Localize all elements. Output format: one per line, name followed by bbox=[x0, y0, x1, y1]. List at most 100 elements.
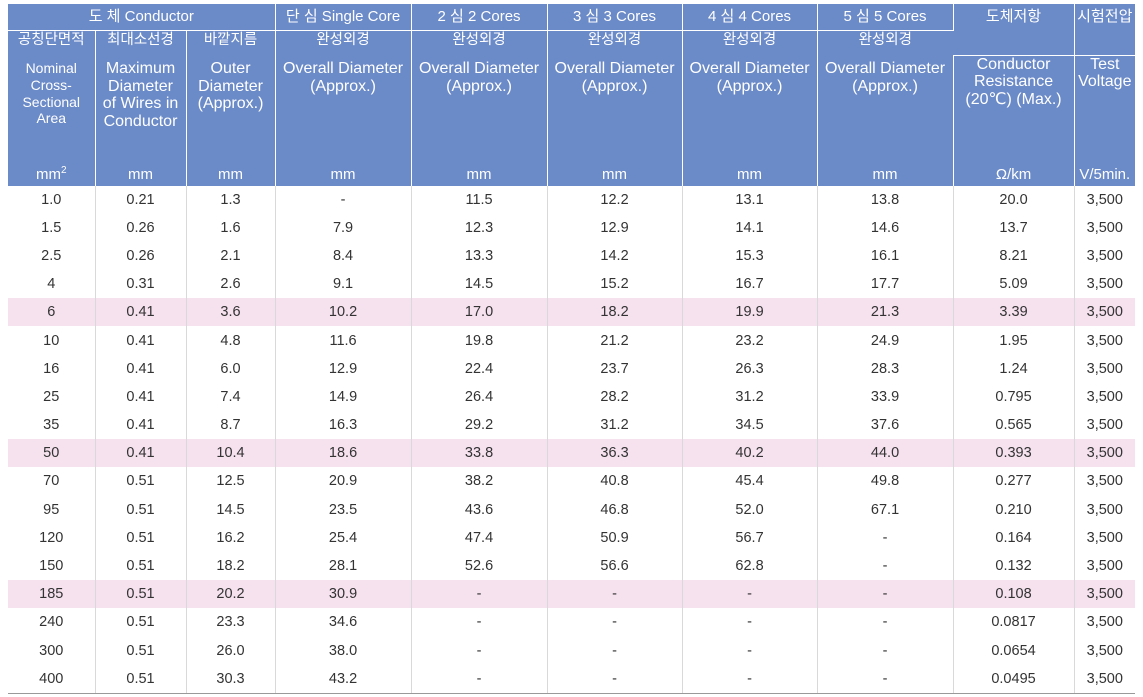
table-cell: 40.2 bbox=[682, 439, 818, 468]
header-unit-4: mm bbox=[411, 159, 548, 186]
header-english-line: of Wires in bbox=[102, 95, 179, 113]
table-cell: 26.3 bbox=[682, 354, 818, 383]
table-cell: 2.5 bbox=[8, 241, 96, 271]
table-row: 70 0.51 12.5 20.9 38.2 40.8 45.4 49.8 0.277 3,500 bbox=[8, 467, 1135, 496]
table-cell: - bbox=[817, 664, 954, 694]
table-cell: 40.8 bbox=[547, 467, 683, 496]
table-cell: 18.6 bbox=[275, 439, 412, 468]
table-cell: - bbox=[682, 664, 818, 694]
header-english-line: Conductor bbox=[976, 55, 1051, 73]
table-cell: 34.6 bbox=[275, 608, 412, 637]
table-cell: 56.6 bbox=[547, 551, 683, 581]
table-row: 6 0.41 3.6 10.2 17.0 18.2 19.9 21.3 3.39 3,500 bbox=[8, 298, 1136, 327]
table-cell: 30.3 bbox=[186, 664, 276, 694]
table-cell: 16 bbox=[8, 354, 96, 383]
table-cell: - bbox=[817, 608, 954, 637]
table-cell: 31.2 bbox=[547, 411, 683, 440]
table-row: 10 0.41 4.8 11.6 19.8 21.2 23.2 24.9 1.95 3,500 bbox=[8, 326, 1135, 355]
table-cell: 67.1 bbox=[817, 495, 954, 524]
header-english-8: Conductor Resistance (20℃) (Max.) bbox=[953, 55, 1075, 160]
table-cell: 1.3 bbox=[186, 185, 276, 214]
table-cell: 3,500 bbox=[1074, 580, 1136, 609]
table-cell: 13.1 bbox=[682, 185, 818, 214]
header-english-1: Maximum Diameter of Wires in Conductor bbox=[95, 55, 187, 160]
table-row: 400 0.51 30.3 43.2- - - -0.0495 3,500 bbox=[8, 664, 1136, 694]
table-cell: 400 bbox=[8, 664, 96, 694]
table-cell: 19.8 bbox=[411, 326, 548, 355]
table-cell: 17.0 bbox=[411, 298, 548, 327]
table-cell: 30.9 bbox=[275, 580, 412, 609]
table-row: 300 0.51 26.0 38.0- - - -0.0654 3,500 bbox=[8, 636, 1135, 665]
table-cell: 240 bbox=[8, 608, 96, 637]
header-english-line: Overall Diameter bbox=[689, 60, 810, 77]
table-cell: 3,500 bbox=[1086, 558, 1123, 575]
table-cell: 0.51 bbox=[95, 580, 187, 609]
table-cell: 3,500 bbox=[1086, 276, 1123, 293]
table-cell: - bbox=[411, 664, 548, 694]
table-cell: 23.5 bbox=[275, 495, 412, 524]
table-cell: 31.2 bbox=[682, 382, 818, 411]
table-cell: - bbox=[682, 636, 818, 665]
table-cell: 13.3 bbox=[411, 241, 548, 271]
table-cell: 0.795 bbox=[953, 382, 1075, 411]
header-english-line: (Approx.) bbox=[197, 95, 264, 113]
unit-label: mm bbox=[737, 166, 763, 183]
table-cell: 3,500 bbox=[1086, 191, 1123, 208]
table-cell: - bbox=[547, 636, 683, 665]
table-cell: - bbox=[275, 185, 412, 214]
table-cell: 1.5 bbox=[8, 213, 96, 242]
table-cell: - bbox=[817, 580, 954, 609]
table-row: 120 0.51 16.2 25.4 47.4 50.9 56.7-0.164 3,500 bbox=[8, 523, 1135, 552]
header-group-3-cores: 3 심 3 Cores bbox=[547, 4, 683, 31]
header-english-9: Test Voltage bbox=[1074, 55, 1136, 160]
table-row: 2.5 0.26 2.1 8.4 13.3 14.2 15.3 16.1 8.21 3,500 bbox=[8, 241, 1135, 271]
table-cell: - bbox=[817, 636, 954, 665]
table-row: 35 0.41 8.7 16.3 29.2 31.2 34.5 37.6 0.565 3,500 bbox=[8, 411, 1135, 440]
table-cell: 3,500 bbox=[1086, 473, 1123, 490]
table-cell: 1.95 bbox=[953, 326, 1075, 355]
table-cell: 0.210 bbox=[953, 495, 1075, 524]
table-cell: 0.393 bbox=[953, 439, 1075, 468]
table-cell: 28.2 bbox=[547, 382, 683, 411]
table-cell: 33.8 bbox=[411, 439, 548, 468]
table-cell: 15.2 bbox=[547, 270, 683, 299]
header-unit-3: mm bbox=[275, 159, 412, 186]
table-cell: 18.2 bbox=[186, 551, 276, 581]
table-cell: 0.41 bbox=[95, 298, 187, 327]
header-english-0: Nominal Cross- Sectional Area bbox=[8, 55, 96, 160]
table-cell: 43.6 bbox=[411, 495, 548, 524]
header-english-line: (Approx.) bbox=[852, 77, 918, 95]
table-cell: 10.2 bbox=[275, 298, 412, 327]
table-row: 1.0 0.21 1.3-11.5 12.2 13.1 13.8 20.0 3,500 bbox=[8, 185, 1135, 214]
header-english-7: Overall Diameter (Approx.) bbox=[817, 55, 954, 160]
table-row: 95 0.51 14.5 23.5 43.6 46.8 52.0 67.1 0.210 3,500 bbox=[8, 495, 1135, 524]
table-cell: 0.41 bbox=[95, 411, 187, 440]
table-cell: 15.3 bbox=[682, 241, 818, 271]
table-cell: 10 bbox=[8, 326, 96, 355]
table-row: 150 0.51 18.2 28.1 52.6 56.6 62.8-0.132 3,500 bbox=[8, 551, 1135, 581]
table-cell: 3,500 bbox=[1086, 501, 1123, 518]
table-cell: 0.21 bbox=[95, 185, 187, 214]
header-english-line: Outer bbox=[210, 60, 251, 77]
table-cell: - bbox=[817, 523, 954, 552]
table-cell: - bbox=[817, 551, 954, 581]
header-group-2-cores: 2 심 2 Cores bbox=[411, 4, 548, 31]
header-unit-row: mm2 mm mm mm mm mm mm mm Ω/km V/5min. bbox=[8, 159, 1136, 186]
table-cell: 29.2 bbox=[411, 411, 548, 440]
unit-label: mm bbox=[872, 166, 898, 183]
table-cell: 2.6 bbox=[186, 270, 276, 299]
table-cell: 16.1 bbox=[817, 241, 954, 271]
table-cell: 1.24 bbox=[953, 354, 1075, 383]
unit-label: mm bbox=[218, 166, 244, 183]
table-cell: 46.8 bbox=[547, 495, 683, 524]
unit-label: mm bbox=[330, 166, 356, 183]
table-cell: 50.9 bbox=[547, 523, 683, 552]
header-unit-7: mm bbox=[817, 159, 954, 186]
table-cell: 6 bbox=[8, 298, 96, 327]
table-cell: 0.108 bbox=[953, 580, 1075, 609]
table-cell: - bbox=[411, 608, 548, 637]
table-cell: - bbox=[682, 608, 818, 637]
table-cell: 6.0 bbox=[186, 354, 276, 383]
table-cell: 16.2 bbox=[186, 523, 276, 552]
unit-label: mm bbox=[602, 166, 628, 183]
